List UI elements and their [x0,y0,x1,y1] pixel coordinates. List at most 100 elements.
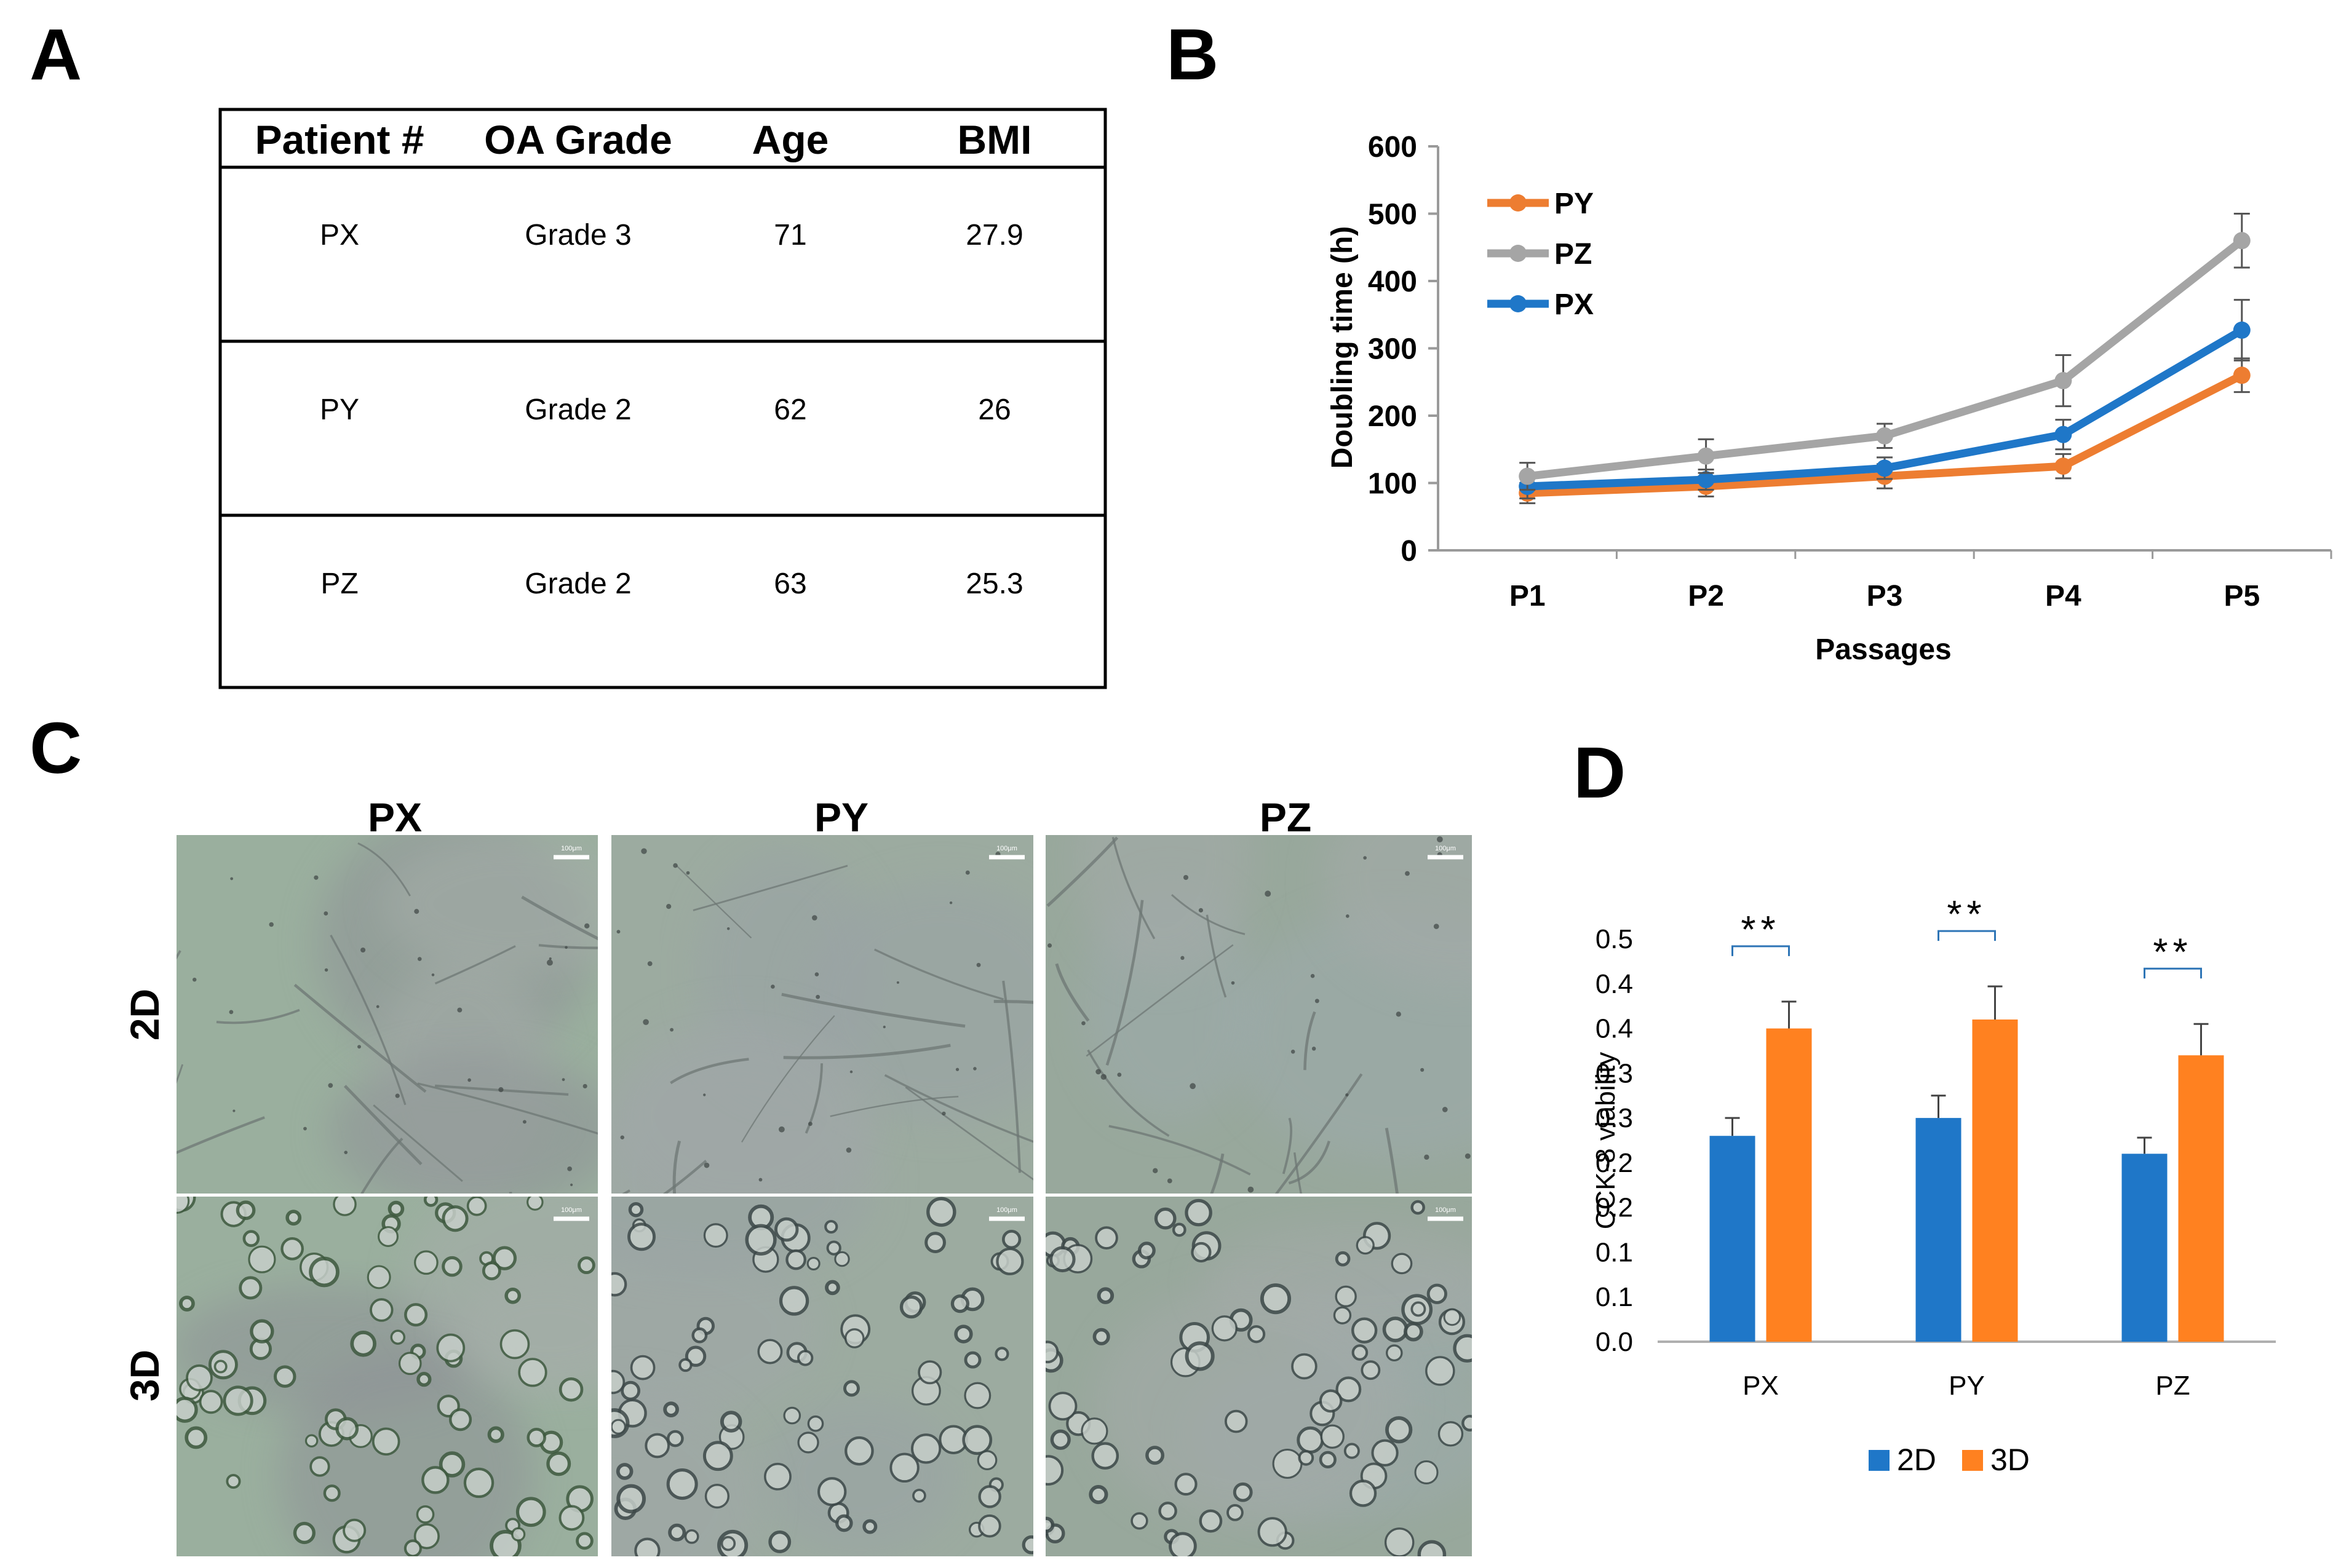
legend-label: 3D [1990,1443,2030,1477]
cell-sphere [487,1426,504,1443]
cell-sphere [1001,1229,1022,1249]
cell-sphere [779,1286,809,1316]
cell-fiber [1293,1152,1302,1194]
debris-dot [942,1111,946,1116]
x-tick-label: P1 [1509,580,1546,612]
cell-sphere [785,1249,806,1270]
scale-bar-label: 100μm [561,845,582,852]
cell-sphere [333,1197,357,1216]
cell-fiber [1108,1125,1251,1176]
cell-sphere [1443,1308,1461,1326]
cell-sphere [924,1232,946,1253]
cell-sphere [335,1417,359,1441]
cell-sphere [1247,1325,1266,1344]
cell-sphere [439,1451,466,1478]
y-tick-label: 0.0 [1596,1327,1633,1357]
cell-sphere [995,1347,1009,1361]
debris-dot [673,863,678,868]
cell-sphere [616,1463,634,1480]
cell-sphere [1046,1516,1055,1534]
cell-sphere [390,1329,406,1345]
cell-sphere [630,1355,656,1380]
debris-dot [1442,1107,1448,1112]
cell-fiber [373,1104,463,1182]
debris-dot [1265,890,1271,897]
cell-sphere [558,1377,584,1402]
cell-fiber [874,948,1004,1000]
debris-dot [1424,1154,1429,1160]
significance-marker: ** [1741,909,1780,951]
debris-dot [1047,943,1052,948]
debris-dot [1345,914,1349,918]
cell-fiber [1086,944,1234,1057]
y-tick-label: 0.3 [1596,1058,1633,1088]
cell-sphere [783,1406,801,1425]
doubling-time-chart: 0 100 200 300 400 500 600 P1 P2 P3 P4 P5 Passages Dou… [1326,131,2332,666]
table-header-1: OA Grade [484,117,672,162]
cell-sphere [1461,1414,1472,1431]
scale-bar-label: 100μm [1435,1206,1456,1214]
cell-sphere [213,1360,228,1374]
cell-fiber [693,865,848,911]
cell-sphere [492,1246,517,1270]
micrograph-grid: PX PY PZ 2D 3D 100μm 100μm 100μm 100μm 100μm 100μm [122,794,1472,1556]
cell-sphere [1403,1321,1423,1342]
cell-fiber [1282,1117,1293,1174]
micrograph-px-3d: 100μm [177,1197,598,1556]
cell-sphere [1385,1344,1403,1362]
cell-sphere [518,1358,547,1387]
debris-dot [376,1005,380,1008]
cell-sphere [186,1364,213,1392]
cell-sphere [1425,1356,1455,1386]
table-cell: 71 [774,219,806,251]
cell-sphere [1319,1389,1343,1413]
scale-bar-label: 100μm [996,1206,1017,1214]
debris-dot [1436,836,1443,842]
table-header-3: BMI [958,117,1032,162]
data-point-px [1876,459,1893,477]
cell-sphere [757,1339,783,1364]
cell-sphere [1257,1517,1287,1547]
cell-fiber [521,895,598,941]
cell-sphere [817,1477,847,1507]
x-tick-label: P5 [2224,580,2260,612]
cell-fiber [330,935,407,1106]
cell-sphere [448,1408,472,1431]
debris-dot [314,875,319,880]
cell-sphere [466,1197,487,1216]
debris-dot [1247,1186,1254,1193]
bar-2d-px [1709,1136,1755,1342]
cell-fiber [1303,1011,1316,1071]
debris-dot [616,930,621,934]
cell-sphere [527,1428,546,1447]
micrograph-shade [328,1051,598,1194]
cell-sphere [1226,1504,1244,1521]
cell-sphere [323,1484,341,1502]
debris-dot [846,1147,852,1153]
micrograph-shade [802,881,1033,1124]
cell-fiber [1210,1153,1225,1194]
cell-sphere [720,1535,736,1551]
cell-sphere [797,1350,814,1366]
debris-dot [1198,908,1204,913]
debris-dot [965,870,970,875]
y-tick-label: 0.4 [1596,1014,1633,1044]
cell-sphere [1414,1460,1439,1484]
cell-sphere [421,1466,450,1494]
cell-sphere [1260,1283,1292,1315]
cell-sphere [398,1352,422,1376]
cell-sphere [684,1529,699,1544]
debris-dot [771,984,775,989]
cell-sphere [1137,1241,1156,1260]
cell-sphere [1191,1241,1212,1263]
micrograph-pz-2d: 100μm [1046,835,1472,1194]
debris-dot [1314,999,1319,1004]
panel-label-b: B [1166,14,1219,95]
table-cell: 25.3 [966,568,1023,600]
debris-dot [758,1178,763,1182]
cell-sphere [1333,1306,1352,1324]
cell-sphere [720,1411,742,1433]
y-tick-label: 0.4 [1596,969,1633,999]
cell-sphere [899,1295,923,1319]
cell-sphere [1382,1317,1409,1342]
